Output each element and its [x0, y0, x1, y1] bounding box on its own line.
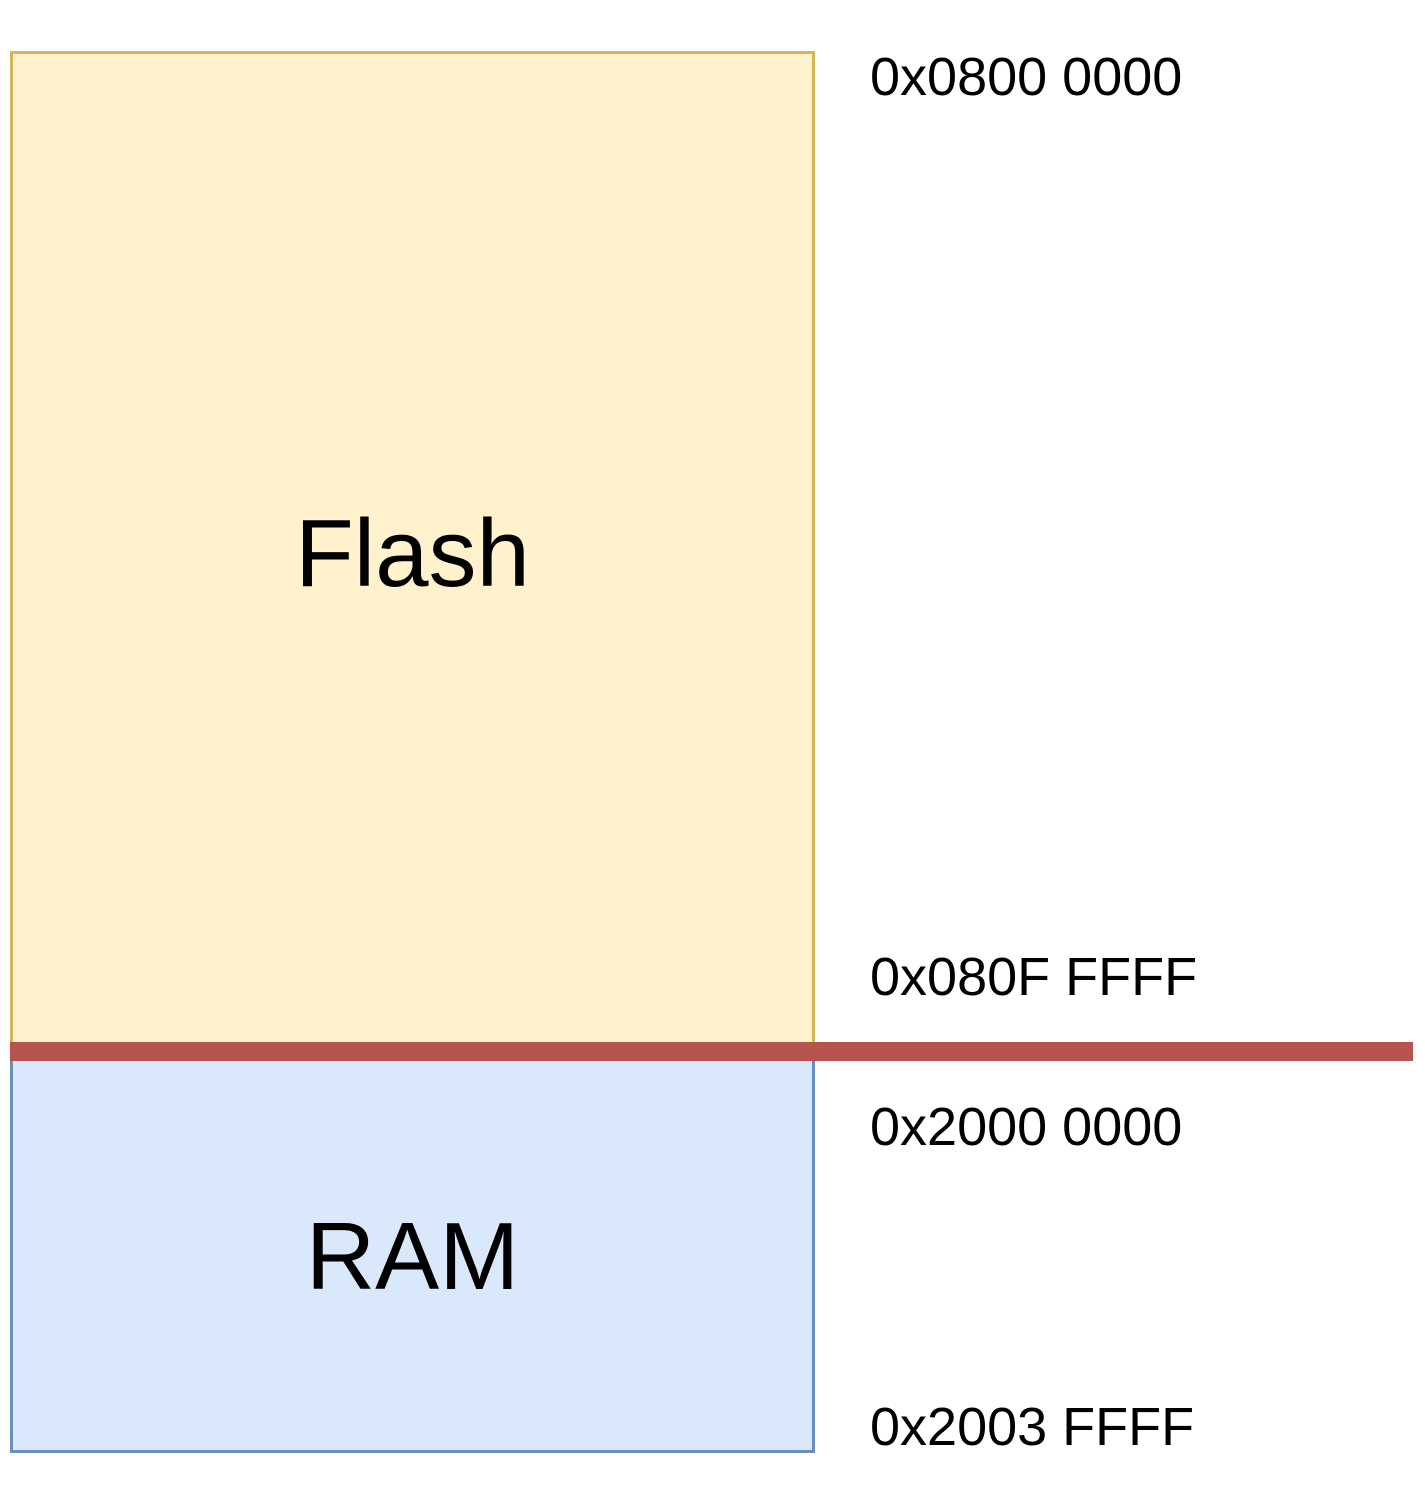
flash-label: Flash [295, 499, 530, 607]
flash-end-address: 0x080F FFFF [870, 947, 1198, 1007]
ram-start-address: 0x2000 0000 [870, 1097, 1183, 1157]
ram-region: RAM [10, 1051, 815, 1453]
ram-end-address: 0x2003 FFFF [870, 1397, 1195, 1457]
flash-ram-boundary-line [10, 1042, 1413, 1061]
ram-label: RAM [305, 1203, 520, 1310]
flash-region: Flash [10, 51, 815, 1051]
flash-start-address: 0x0800 0000 [870, 47, 1183, 107]
